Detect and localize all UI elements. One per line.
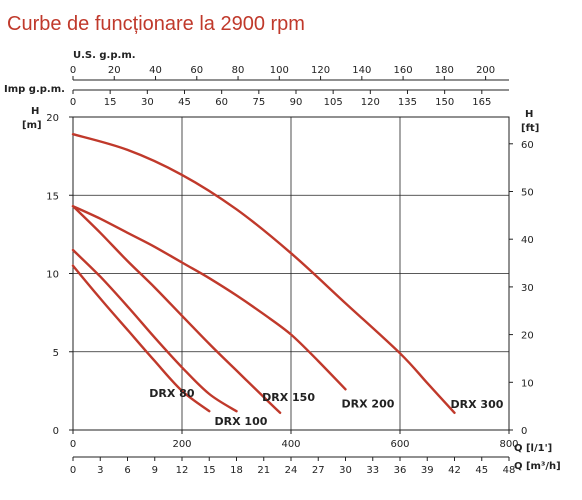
- m3h-tick-label: 6: [124, 465, 130, 476]
- x-tick-label: 200: [172, 439, 191, 450]
- impgpm-axis-label: Imp g.p.m.: [4, 84, 65, 95]
- impgpm-tick-label: 60: [215, 97, 228, 108]
- y-left-tick-label: 10: [46, 270, 59, 281]
- x-tick-label: 0: [70, 439, 76, 450]
- impgpm-tick-label: 15: [104, 97, 117, 108]
- y-left-tick-label: 15: [46, 191, 59, 202]
- m3h-tick-label: 9: [152, 465, 158, 476]
- m3h-tick-label: 45: [475, 465, 488, 476]
- usgpm-tick-label: 60: [190, 65, 203, 76]
- usgpm-tick-label: 0: [70, 65, 76, 76]
- impgpm-tick-label: 105: [324, 97, 343, 108]
- usgpm-tick-label: 100: [270, 65, 289, 76]
- curve-label-drx-150: DRX 150: [262, 391, 315, 404]
- curve-drx-150: [71, 205, 282, 414]
- x-tick-label: 600: [390, 439, 409, 450]
- x-axis-label: Q [l/1']: [514, 443, 552, 454]
- y-right-tick-label: 10: [521, 378, 534, 389]
- impgpm-tick-label: 0: [70, 97, 76, 108]
- y-right-tick-label: 60: [521, 140, 534, 151]
- chart-title: Curbe de funcționare la 2900 rpm: [7, 13, 305, 35]
- y-left-tick-label: 20: [46, 113, 59, 124]
- m3h-tick-label: 21: [257, 465, 270, 476]
- usgpm-axis-label: U.S. g.p.m.: [73, 50, 136, 61]
- m3h-tick-label: 12: [176, 465, 189, 476]
- usgpm-tick-label: 80: [232, 65, 245, 76]
- y-left-tick-label: 5: [53, 348, 59, 359]
- impgpm-tick-label: 165: [472, 97, 491, 108]
- curve-drx-300: [71, 133, 456, 414]
- curve-label-drx-100: DRX 100: [215, 415, 268, 428]
- usgpm-tick-label: 120: [311, 65, 330, 76]
- impgpm-tick-label: 75: [252, 97, 265, 108]
- impgpm-tick-label: 30: [141, 97, 154, 108]
- usgpm-tick-label: 200: [476, 65, 495, 76]
- m3h-tick-label: 24: [285, 465, 298, 476]
- curve-label-drx-300: DRX 300: [451, 398, 504, 411]
- curve-label-drx-200: DRX 200: [342, 397, 395, 410]
- impgpm-tick-label: 135: [398, 97, 417, 108]
- m3h-tick-label: 33: [366, 465, 379, 476]
- usgpm-tick-label: 140: [352, 65, 371, 76]
- m3h-tick-label: 30: [339, 465, 352, 476]
- y-right-tick-label: 0: [521, 426, 527, 437]
- m3h-tick-label: 48: [503, 465, 516, 476]
- y-left-unit: [m]: [22, 120, 42, 131]
- m3h-tick-label: 3: [97, 465, 103, 476]
- y-left-label: H: [31, 106, 39, 117]
- m3h-tick-label: 0: [70, 465, 76, 476]
- m3h-tick-label: 36: [394, 465, 407, 476]
- impgpm-tick-label: 45: [178, 97, 191, 108]
- y-right-tick-label: 20: [521, 331, 534, 342]
- curves-layer: [71, 133, 456, 414]
- impgpm-tick-label: 120: [361, 97, 380, 108]
- y-right-unit: [ft]: [521, 123, 539, 134]
- y-left-tick-label: 0: [53, 426, 59, 437]
- m3h-tick-label: 39: [421, 465, 434, 476]
- y-right-label: H: [525, 109, 533, 120]
- x-tick-label: 400: [281, 439, 300, 450]
- curve-drx-80: [71, 264, 211, 413]
- usgpm-tick-label: 40: [149, 65, 162, 76]
- curve-label-drx-80: DRX 80: [149, 387, 195, 400]
- impgpm-tick-label: 90: [290, 97, 303, 108]
- usgpm-tick-label: 180: [435, 65, 454, 76]
- usgpm-tick-label: 160: [394, 65, 413, 76]
- curve-drx-100: [71, 248, 238, 413]
- x-axis-label-m3h: Q [m³/h]: [514, 461, 561, 472]
- m3h-tick-label: 42: [448, 465, 461, 476]
- y-right-tick-label: 30: [521, 283, 534, 294]
- curve-drx-200: [71, 205, 347, 391]
- m3h-tick-label: 27: [312, 465, 325, 476]
- impgpm-tick-label: 150: [435, 97, 454, 108]
- grid-layer: [73, 117, 509, 430]
- m3h-tick-label: 15: [203, 465, 216, 476]
- y-right-tick-label: 40: [521, 235, 534, 246]
- m3h-tick-label: 18: [230, 465, 243, 476]
- curve-labels-layer: DRX 80 DRX 100 DRX 150 DRX 200 DRX 300: [149, 387, 503, 428]
- usgpm-tick-label: 20: [108, 65, 121, 76]
- x-tick-label: 800: [499, 439, 518, 450]
- y-right-tick-label: 50: [521, 187, 534, 198]
